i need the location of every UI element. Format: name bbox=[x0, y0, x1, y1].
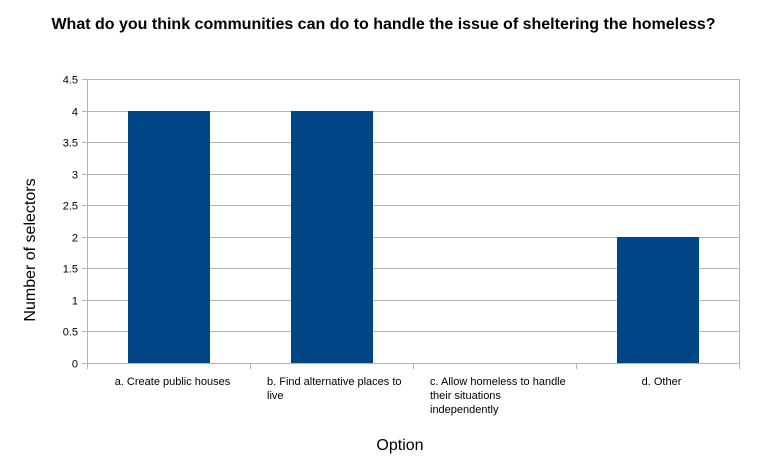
y-tick-label: 0 bbox=[72, 359, 78, 371]
x-tick-label: d. Other bbox=[641, 376, 682, 388]
bar bbox=[291, 111, 373, 363]
y-tick-label: 2 bbox=[72, 233, 78, 245]
y-tick-label: 4.5 bbox=[63, 75, 78, 87]
y-tick-label: 1 bbox=[72, 296, 78, 308]
y-tick-label: 3.5 bbox=[63, 138, 78, 150]
x-tick-label: a. Create public houses bbox=[114, 376, 231, 388]
x-axis-label: Option bbox=[376, 437, 424, 454]
y-tick-label: 3 bbox=[72, 170, 78, 182]
y-tick-label: 4 bbox=[72, 107, 78, 119]
bar bbox=[617, 237, 699, 363]
y-tick-label: 2.5 bbox=[63, 201, 78, 213]
x-tick-label: b. Find alternative places to live bbox=[267, 376, 402, 402]
bar bbox=[128, 111, 210, 363]
chart-title: What do you think communities can do to … bbox=[51, 16, 716, 33]
x-tick-label: c. Allow homeless to handle their situat… bbox=[430, 376, 566, 416]
y-axis-label: Number of selectors bbox=[22, 178, 39, 322]
y-tick-label: 1.5 bbox=[63, 264, 78, 276]
y-tick-label: 0.5 bbox=[63, 327, 78, 339]
